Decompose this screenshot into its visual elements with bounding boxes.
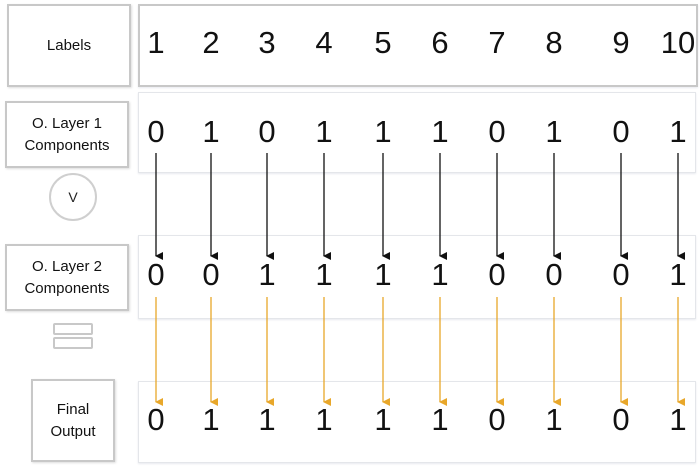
labels-row-title: Labels [7, 4, 131, 87]
equals-icon [53, 323, 93, 335]
final-value-10: 1 [669, 402, 687, 437]
layer2-value-4: 1 [315, 257, 333, 292]
final-value-3: 1 [258, 402, 276, 437]
labels-value-6: 6 [431, 25, 449, 60]
layer2-value-7: 0 [488, 257, 506, 292]
or-operator-icon: V [49, 173, 97, 221]
labels-value-2: 2 [202, 25, 220, 60]
layer2-value-3: 1 [258, 257, 276, 292]
final-value-4: 1 [315, 402, 333, 437]
labels-panel [138, 4, 698, 87]
labels-value-5: 5 [374, 25, 392, 60]
labels-value-10: 10 [660, 25, 696, 60]
final-value-1: 0 [147, 402, 165, 437]
labels-value-9: 9 [612, 25, 630, 60]
layer1-value-2: 1 [202, 114, 220, 149]
layer1-value-6: 1 [431, 114, 449, 149]
final-value-7: 0 [488, 402, 506, 437]
layer1-value-8: 1 [545, 114, 563, 149]
final-value-2: 1 [202, 402, 220, 437]
layer1-value-7: 0 [488, 114, 506, 149]
labels-title-text: Labels [46, 36, 92, 54]
layer2-title-line1: O. Layer 2 [31, 257, 103, 275]
layer2-value-9: 0 [612, 257, 630, 292]
layer2-title-line2: Components [24, 279, 110, 297]
labels-value-4: 4 [315, 25, 333, 60]
labels-value-7: 7 [488, 25, 506, 60]
layer2-value-10: 1 [669, 257, 687, 292]
layer1-value-4: 1 [315, 114, 333, 149]
equals-icon-bar [53, 337, 93, 349]
layer2-row-title: O. Layer 2 Components [5, 244, 129, 311]
layer2-value-6: 1 [431, 257, 449, 292]
layer2-panel [138, 235, 696, 319]
layer1-value-9: 0 [612, 114, 630, 149]
layer1-value-10: 1 [669, 114, 687, 149]
final-title-line1: Final [56, 400, 90, 418]
layer1-title-line1: O. Layer 1 [31, 114, 103, 132]
layer1-title-line2: Components [24, 136, 110, 154]
final-title-line2: Output [50, 422, 96, 440]
layer2-value-2: 0 [202, 257, 220, 292]
final-panel [138, 381, 696, 463]
layer1-value-5: 1 [374, 114, 392, 149]
layer2-value-5: 1 [374, 257, 392, 292]
operator-symbol: V [68, 189, 78, 205]
final-row-title: Final Output [31, 379, 115, 462]
labels-value-8: 8 [545, 25, 563, 60]
labels-value-1: 1 [147, 25, 165, 60]
layer2-value-1: 0 [147, 257, 165, 292]
final-value-8: 1 [545, 402, 563, 437]
layer1-value-1: 0 [147, 114, 165, 149]
final-value-5: 1 [374, 402, 392, 437]
layer1-row-title: O. Layer 1 Components [5, 101, 129, 168]
layer2-value-8: 0 [545, 257, 563, 292]
labels-value-3: 3 [258, 25, 276, 60]
final-value-6: 1 [431, 402, 449, 437]
layer1-panel [138, 92, 696, 173]
layer1-value-3: 0 [258, 114, 276, 149]
final-value-9: 0 [612, 402, 630, 437]
